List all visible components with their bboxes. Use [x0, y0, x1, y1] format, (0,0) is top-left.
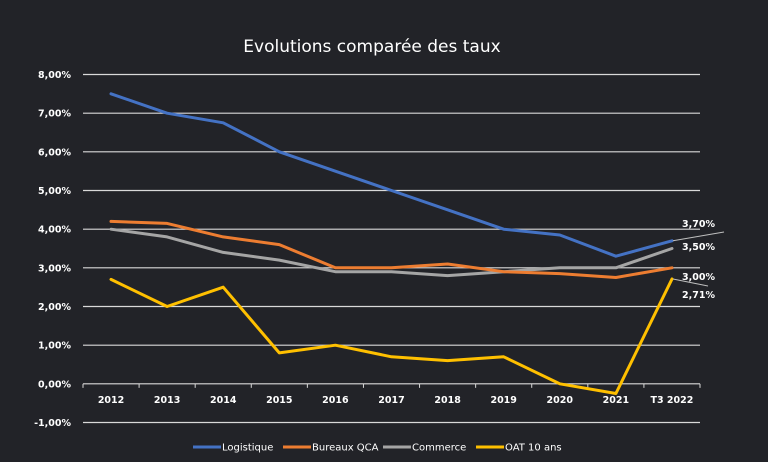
- data-labels: 3,70% 3,50% 3,00% 2,71%: [672, 219, 725, 301]
- data-label: 3,70%: [682, 219, 715, 230]
- y-tick-label: 6,00%: [38, 147, 71, 158]
- x-axis: 2012 2013 2014 2015 2016 2017 2018 2019 2020 2021…: [82, 383, 701, 406]
- series-line-oat-10-ans: [109, 277, 674, 395]
- y-axis-ticks: 8,00% 7,00% 6,00% 5,00% 4,00% 3,00% 2,00% 1,00%…: [34, 70, 71, 429]
- legend-label: OAT 10 ans: [505, 443, 562, 454]
- data-label-leader-line: [672, 278, 709, 287]
- y-tick-label: 2,00%: [38, 302, 71, 313]
- x-tick-label: 2012: [98, 395, 124, 406]
- series-line-commerce: [109, 227, 674, 278]
- series-lines: [109, 92, 674, 395]
- x-tick-label: 2020: [547, 395, 574, 406]
- y-tick-label: 4,00%: [38, 225, 71, 236]
- y-tick-label: 7,00%: [38, 109, 71, 120]
- y-tick-label: 1,00%: [38, 341, 71, 352]
- data-label: 3,00%: [682, 272, 715, 283]
- x-tick-label: 2013: [154, 395, 180, 406]
- x-tick-label: 2014: [210, 395, 237, 406]
- x-tick-label: 2021: [603, 395, 629, 406]
- gridlines: [83, 73, 700, 424]
- y-tick-label: 3,00%: [38, 263, 71, 274]
- legend-label: Logistique: [222, 443, 273, 454]
- y-tick-label: 8,00%: [38, 70, 71, 81]
- data-label: 2,71%: [682, 290, 715, 301]
- y-tick-label: -1,00%: [34, 418, 71, 429]
- x-tick-label: T3 2022: [651, 395, 694, 406]
- x-tick-label: 2017: [378, 395, 404, 406]
- chart-title: Evolutions comparée des taux: [243, 37, 500, 57]
- legend: Logistique Bureaux QCA Commerce OAT 10 ans: [193, 443, 562, 454]
- series-line-logistique: [109, 92, 674, 258]
- data-label-leader-line: [672, 231, 725, 242]
- series-line-bureaux-qca: [109, 219, 674, 279]
- x-tick-label: 2018: [434, 395, 461, 406]
- legend-label: Commerce: [412, 443, 466, 454]
- y-tick-label: 5,00%: [38, 186, 71, 197]
- legend-label: Bureaux QCA: [312, 443, 379, 454]
- x-tick-label: 2015: [266, 395, 292, 406]
- x-tick-label: 2016: [322, 395, 349, 406]
- x-tick-label: 2019: [490, 395, 516, 406]
- data-label: 3,50%: [682, 242, 715, 253]
- y-tick-label: 0,00%: [38, 379, 71, 390]
